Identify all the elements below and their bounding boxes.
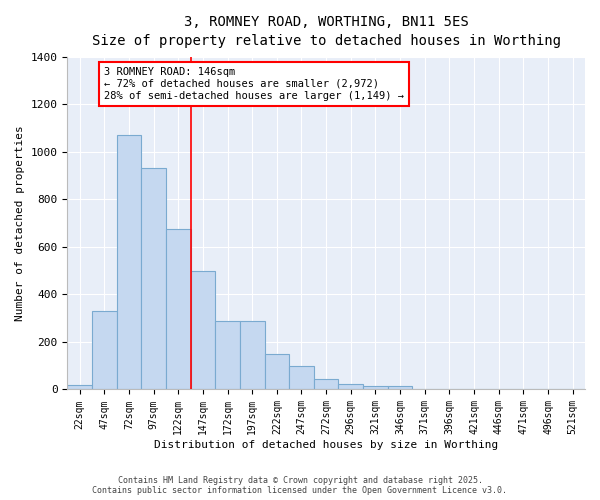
Bar: [215, 320, 240, 390]
Bar: [314, 379, 338, 390]
Bar: [240, 320, 265, 390]
Bar: [265, 354, 289, 390]
Bar: [363, 386, 388, 390]
Bar: [289, 366, 314, 390]
Bar: [388, 386, 412, 390]
Bar: [166, 229, 191, 390]
Title: 3, ROMNEY ROAD, WORTHING, BN11 5ES
Size of property relative to detached houses : 3, ROMNEY ROAD, WORTHING, BN11 5ES Size …: [92, 15, 560, 48]
Y-axis label: Number of detached properties: Number of detached properties: [15, 125, 25, 321]
X-axis label: Distribution of detached houses by size in Worthing: Distribution of detached houses by size …: [154, 440, 498, 450]
Text: Contains HM Land Registry data © Crown copyright and database right 2025.
Contai: Contains HM Land Registry data © Crown c…: [92, 476, 508, 495]
Bar: [191, 270, 215, 390]
Bar: [92, 311, 116, 390]
Bar: [141, 168, 166, 390]
Bar: [116, 135, 141, 390]
Text: 3 ROMNEY ROAD: 146sqm
← 72% of detached houses are smaller (2,972)
28% of semi-d: 3 ROMNEY ROAD: 146sqm ← 72% of detached …: [104, 68, 404, 100]
Bar: [338, 384, 363, 390]
Bar: [67, 384, 92, 390]
